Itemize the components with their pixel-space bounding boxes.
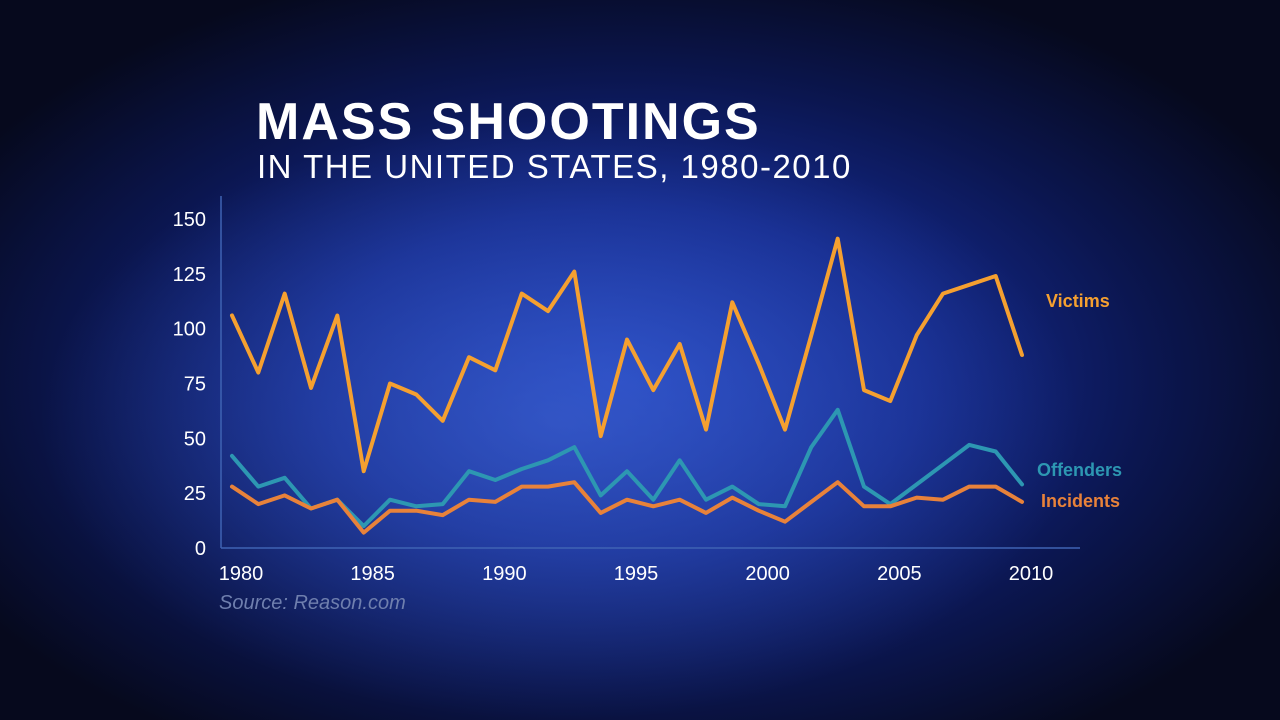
axes — [220, 196, 1080, 549]
series-label-offenders: Offenders — [1037, 460, 1122, 480]
x-axis-ticks: 1980 1985 1990 1995 2000 2005 2010 — [219, 563, 1054, 585]
y-tick-label: 100 — [173, 319, 206, 341]
series-label-victims: Victims — [1046, 291, 1110, 311]
x-tick-label: 2005 — [877, 563, 922, 585]
series-labels: Victims Offenders Incidents — [1037, 291, 1122, 511]
x-tick-label: 1985 — [350, 563, 395, 585]
y-tick-label: 25 — [184, 483, 206, 505]
y-tick-label: 125 — [173, 264, 206, 286]
y-tick-label: 75 — [184, 374, 206, 396]
y-tick-label: 50 — [184, 428, 206, 450]
series-label-incidents: Incidents — [1041, 491, 1120, 511]
x-tick-label: 2000 — [745, 563, 790, 585]
series-line-incidents — [230, 480, 1024, 535]
y-axis-ticks: 0 25 50 75 100 125 150 — [173, 209, 206, 560]
x-tick-label: 1990 — [482, 563, 527, 585]
y-tick-label: 150 — [173, 209, 206, 231]
chart-title: MASS SHOOTINGS — [256, 93, 761, 151]
series-lines — [230, 236, 1024, 535]
chart-subtitle: IN THE UNITED STATES, 1980-2010 — [257, 148, 852, 185]
series-line-offenders — [230, 407, 1024, 529]
source-note: Source: Reason.com — [219, 592, 406, 614]
x-tick-label: 1980 — [219, 563, 264, 585]
x-tick-label: 1995 — [614, 563, 659, 585]
series-line-victims — [230, 236, 1024, 474]
y-tick-label: 0 — [195, 538, 206, 560]
x-tick-label: 2010 — [1009, 563, 1054, 585]
